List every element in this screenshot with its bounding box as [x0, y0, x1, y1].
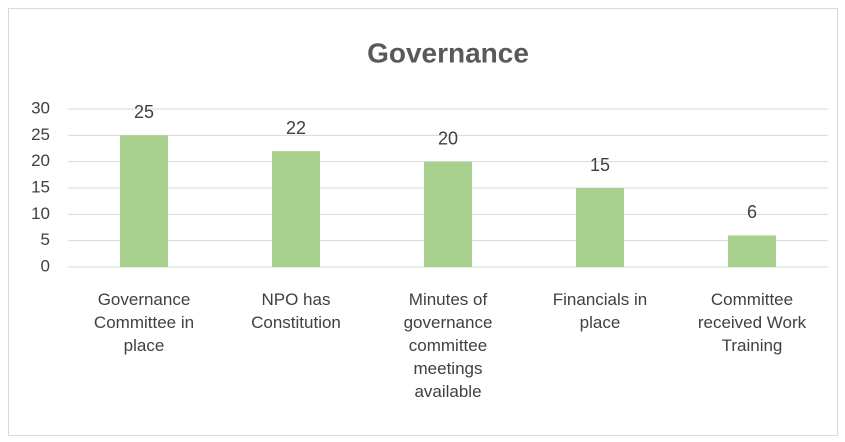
x-tick-label: NPO has Constitution: [251, 290, 341, 332]
bar: [272, 151, 320, 267]
data-label: 6: [747, 202, 757, 222]
data-label: 22: [286, 118, 306, 138]
x-tick-label: Governance Committee in place: [93, 290, 195, 355]
y-tick-label: 15: [31, 177, 50, 196]
bar: [120, 135, 168, 267]
y-tick-label: 5: [41, 230, 50, 249]
x-tick-label: Financials in place: [552, 290, 648, 332]
data-label: 25: [134, 102, 154, 122]
x-tick-label: Minutes of governance committee meetings…: [403, 290, 493, 401]
chart-title: Governance: [367, 37, 529, 68]
y-tick-label: 25: [31, 125, 50, 144]
y-tick-label: 10: [31, 204, 50, 223]
y-tick-label: 20: [31, 151, 50, 170]
data-label: 20: [438, 128, 458, 148]
bar: [728, 235, 776, 267]
bar: [424, 161, 472, 267]
bar: [576, 188, 624, 267]
data-label: 15: [590, 155, 610, 175]
x-tick-label: Committee received Work Training: [697, 290, 807, 355]
y-tick-label: 0: [41, 256, 50, 275]
y-tick-label: 30: [31, 98, 50, 117]
